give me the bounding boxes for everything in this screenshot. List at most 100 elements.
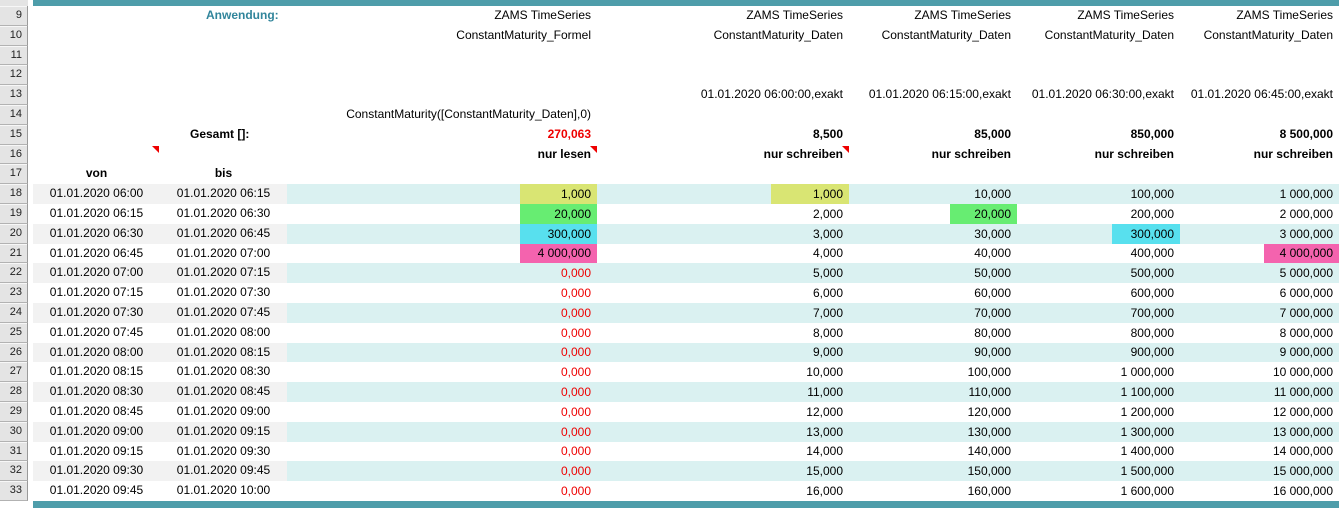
row-header-33[interactable]: 33 — [0, 481, 28, 501]
cell-daten1[interactable]: 15,000 — [806, 464, 843, 479]
cell-daten3[interactable]: 700,000 — [1130, 305, 1174, 320]
cell-daten4[interactable]: 15 000,000 — [1272, 464, 1333, 479]
cell-bis[interactable]: 01.01.2020 06:15 — [176, 186, 271, 201]
cell-daten2[interactable]: 80,000 — [974, 325, 1011, 340]
cell-daten1[interactable]: 13,000 — [806, 424, 843, 439]
mode-formel[interactable]: nur lesen — [537, 146, 591, 161]
cell-bis[interactable]: 01.01.2020 06:30 — [176, 206, 271, 220]
cell-daten1[interactable]: 2,000 — [812, 206, 843, 221]
row-header-16[interactable]: 16 — [0, 144, 28, 165]
cell-daten4[interactable]: 9 000,000 — [1279, 345, 1333, 360]
cell-daten1[interactable]: 3,000 — [812, 226, 843, 241]
cell-daten3[interactable]: 100,000 — [1130, 187, 1174, 202]
timestamp-daten4[interactable]: 01.01.2020 06:45:00,exakt — [1190, 87, 1333, 102]
cell-von[interactable]: 01.01.2020 09:45 — [49, 483, 144, 498]
timestamp-daten1[interactable]: 01.01.2020 06:00:00,exakt — [700, 87, 843, 102]
row-header-18[interactable]: 18 — [0, 184, 28, 204]
cell-daten2[interactable]: 110,000 — [968, 385, 1012, 400]
cell-daten3[interactable]: 1 400,000 — [1120, 444, 1174, 459]
cell-daten3[interactable]: 1 100,000 — [1120, 385, 1174, 400]
cell-daten1[interactable]: 9,000 — [812, 345, 843, 360]
cell-daten4[interactable]: 10 000,000 — [1272, 365, 1333, 380]
row-header-14[interactable]: 14 — [0, 105, 28, 125]
gesamt-daten1[interactable]: 8,500 — [812, 126, 843, 141]
cell-von[interactable]: 01.01.2020 07:30 — [49, 305, 144, 319]
row-header-23[interactable]: 23 — [0, 283, 28, 303]
cell-daten4[interactable]: 16 000,000 — [1272, 484, 1333, 499]
cell-bis[interactable]: 01.01.2020 10:00 — [176, 483, 271, 498]
col-header-daten3-line2[interactable]: ConstantMaturity_Daten — [1044, 27, 1174, 42]
cell-daten3[interactable]: 600,000 — [1130, 286, 1174, 301]
cell-daten2[interactable]: 160,000 — [967, 484, 1011, 499]
cell-daten1[interactable]: 4,000 — [812, 246, 843, 261]
col-header-daten1-line1[interactable]: ZAMS TimeSeries — [746, 8, 843, 22]
cell-daten2[interactable]: 30,000 — [974, 226, 1011, 241]
cell-daten2[interactable]: 60,000 — [974, 286, 1011, 301]
row-header-27[interactable]: 27 — [0, 362, 28, 383]
cell-daten1[interactable]: 12,000 — [806, 404, 843, 419]
cell-von[interactable]: 01.01.2020 08:30 — [49, 384, 144, 399]
cell-formel[interactable]: 0,000 — [560, 286, 591, 301]
timestamp-daten2[interactable]: 01.01.2020 06:15:00,exakt — [868, 87, 1011, 102]
row-header-19[interactable]: 19 — [0, 204, 28, 224]
row-header-31[interactable]: 31 — [0, 441, 28, 462]
cell-formel[interactable]: 0,000 — [560, 305, 591, 320]
col-header-daten1-line2[interactable]: ConstantMaturity_Daten — [713, 27, 843, 42]
col-header-daten4-line2[interactable]: ConstantMaturity_Daten — [1203, 27, 1333, 42]
cell-bis[interactable]: 01.01.2020 08:00 — [176, 324, 271, 339]
cell-formel[interactable]: 0,000 — [560, 424, 591, 439]
cell-daten1[interactable]: 16,000 — [806, 484, 843, 499]
cell-von[interactable]: 01.01.2020 08:45 — [49, 404, 144, 418]
row-header-9[interactable]: 9 — [0, 6, 28, 26]
cell-daten3[interactable]: 1 600,000 — [1120, 484, 1174, 499]
row-header-15[interactable]: 15 — [0, 124, 28, 145]
cell-daten3[interactable]: 200,000 — [1130, 206, 1174, 221]
cell-formel[interactable]: 0,000 — [560, 484, 591, 499]
cell-formel[interactable]: 0,000 — [560, 266, 591, 281]
cell-daten3[interactable]: 1 000,000 — [1120, 365, 1174, 380]
cell-daten3[interactable]: 300,000 — [1112, 223, 1180, 244]
mode-daten2[interactable]: nur schreiben — [931, 146, 1011, 161]
row-header-13[interactable]: 13 — [0, 85, 28, 105]
col-header-daten4-line1[interactable]: ZAMS TimeSeries — [1236, 8, 1333, 22]
cell-daten4[interactable]: 13 000,000 — [1272, 424, 1333, 439]
cell-bis[interactable]: 01.01.2020 09:30 — [176, 443, 271, 458]
cell-daten3[interactable]: 400,000 — [1130, 246, 1174, 261]
cell-daten2[interactable]: 100,000 — [967, 365, 1011, 380]
cell-daten2[interactable]: 40,000 — [974, 246, 1011, 261]
cell-bis[interactable]: 01.01.2020 07:15 — [176, 265, 271, 280]
cell-von[interactable]: 01.01.2020 06:15 — [49, 206, 144, 220]
cell-daten1[interactable]: 10,000 — [806, 365, 843, 380]
cell-von[interactable]: 01.01.2020 07:00 — [49, 265, 144, 280]
bis-column-header[interactable]: bis — [214, 166, 233, 181]
cell-daten4[interactable]: 6 000,000 — [1279, 286, 1333, 301]
cell-daten2[interactable]: 90,000 — [974, 345, 1011, 360]
cell-daten1[interactable]: 6,000 — [812, 286, 843, 301]
row-header-20[interactable]: 20 — [0, 223, 28, 244]
cell-von[interactable]: 01.01.2020 07:15 — [49, 285, 144, 300]
cell-von[interactable]: 01.01.2020 09:15 — [49, 443, 144, 458]
row-header-28[interactable]: 28 — [0, 382, 28, 402]
cell-daten4[interactable]: 1 000,000 — [1279, 187, 1333, 202]
col-header-daten2-line2[interactable]: ConstantMaturity_Daten — [881, 27, 1011, 42]
cell-von[interactable]: 01.01.2020 06:45 — [49, 245, 144, 260]
cell-formel[interactable]: 0,000 — [560, 345, 591, 360]
row-header-26[interactable]: 26 — [0, 342, 28, 363]
gesamt-daten4[interactable]: 8 500,000 — [1279, 126, 1333, 141]
row-header-12[interactable]: 12 — [0, 65, 28, 86]
cell-bis[interactable]: 01.01.2020 06:45 — [176, 225, 271, 240]
cell-von[interactable]: 01.01.2020 06:00 — [49, 186, 144, 201]
cell-daten2[interactable]: 130,000 — [967, 424, 1011, 439]
cell-daten2[interactable]: 20,000 — [950, 204, 1017, 224]
cell-bis[interactable]: 01.01.2020 09:45 — [176, 463, 271, 478]
von-column-header[interactable]: von — [85, 166, 108, 181]
formula-cell[interactable]: ConstantMaturity([ConstantMaturity_Daten… — [346, 107, 591, 121]
cell-daten1[interactable]: 11,000 — [807, 385, 843, 400]
cell-bis[interactable]: 01.01.2020 07:00 — [176, 245, 271, 260]
row-header-22[interactable]: 22 — [0, 263, 28, 284]
cell-formel[interactable]: 0,000 — [560, 404, 591, 419]
cell-daten1[interactable]: 5,000 — [812, 266, 843, 281]
cell-daten3[interactable]: 1 500,000 — [1120, 464, 1174, 479]
cell-von[interactable]: 01.01.2020 08:15 — [49, 364, 144, 379]
cell-daten3[interactable]: 800,000 — [1130, 325, 1174, 340]
